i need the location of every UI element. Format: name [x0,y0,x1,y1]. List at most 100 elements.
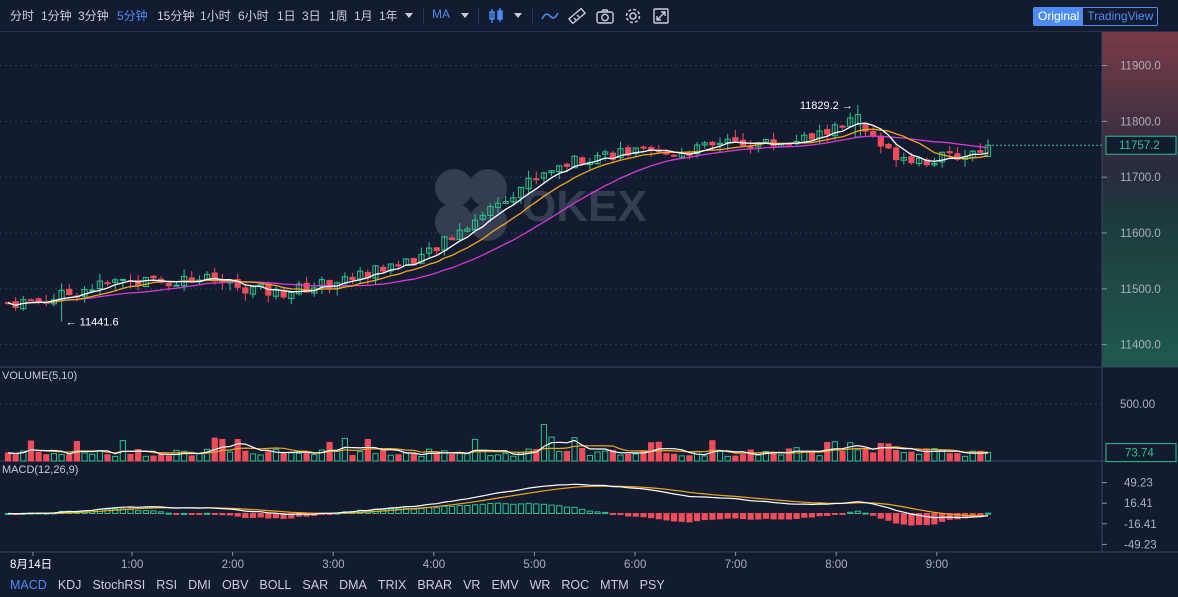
indicator-stochrsi[interactable]: StochRSI [92,578,146,592]
ruler-icon[interactable] [567,6,587,26]
timeframe-1d[interactable]: 1日 [277,9,296,23]
macd-bar [395,508,402,514]
macd-histogram [4,502,992,526]
candle-body [900,157,907,161]
fullscreen-icon[interactable] [651,6,671,26]
candle-body [471,219,479,231]
candle-body [839,125,846,128]
macd-bar [977,513,984,516]
candle-body [946,151,953,154]
indicator-roc[interactable]: ROC [561,578,590,592]
price-tick-label: 11400.0 [1120,340,1161,352]
indicator-mtm[interactable]: MTM [600,578,629,592]
chart-type-caret-icon[interactable] [514,13,522,18]
candle-body [433,247,440,252]
macd-bar [931,513,938,525]
macd-bar [854,510,861,514]
macd-bar [755,513,762,520]
macd-bar [257,513,264,518]
indicator-rsi[interactable]: RSI [156,578,178,592]
timeframe-3m[interactable]: 3分钟 [78,9,109,23]
indicator-macd[interactable]: MACD [10,578,47,592]
line-chart-icon[interactable] [540,6,560,26]
watermark-petal [469,169,507,207]
indicator-obv[interactable]: OBV [222,578,249,592]
indicator-dmi[interactable]: DMI [188,578,212,592]
ma-line-white [7,122,989,306]
last-volume-label: 73.74 [1125,448,1154,460]
volume-bar [487,455,494,462]
macd-bar [571,506,578,515]
volume-bar [839,450,846,462]
high-price-label: 11829.2 → [800,100,853,112]
candlestick-type-icon[interactable] [487,6,507,26]
indicator-vr[interactable]: VR [463,578,481,592]
indicator-menu[interactable]: MA [432,7,450,21]
gear-icon[interactable] [623,6,643,26]
indicator-brar[interactable]: BRAR [417,578,453,592]
mode-tradingview-button[interactable]: TradingView [1087,9,1154,23]
macd-bar [594,511,601,515]
candle-body [387,263,394,272]
macd-bar [885,513,892,521]
timeframe-1y[interactable]: 1年 [379,9,398,23]
indicator-kdj[interactable]: KDJ [57,578,82,592]
macd-bar [188,513,195,515]
timeframe-more-icon[interactable] [405,13,413,18]
indicator-psy[interactable]: PSY [639,578,665,592]
chart-background [0,32,1178,577]
timeframe-1m[interactable]: 1分钟 [41,9,72,23]
macd-bar [441,505,448,514]
candle-body [418,253,425,264]
timeframe-tick[interactable]: 分时 [10,9,35,23]
timeframe-1h[interactable]: 1小时 [200,9,231,23]
kline-chart[interactable]: OKEX11900.011800.011700.011600.011500.01… [0,32,1178,577]
timeframe-1mo[interactable]: 1月 [354,9,373,23]
volume-bar [150,455,157,462]
timeframe-1w[interactable]: 1周 [329,9,348,23]
timeframe-6h[interactable]: 6小时 [238,9,269,23]
timeframe-5m[interactable]: 5分钟 [117,9,148,23]
candle-body [693,144,701,155]
camera-icon[interactable] [595,6,615,26]
mode-original-button[interactable]: Original [1034,8,1084,25]
candle-body [808,133,816,140]
indicator-dma[interactable]: DMA [339,578,367,592]
volume-bar [678,455,685,462]
volume-bar [563,450,571,462]
volume-bar [242,450,249,462]
indicator-boll[interactable]: BOLL [259,578,292,592]
indicator-emv[interactable]: EMV [491,578,519,592]
candle-body [977,150,984,153]
macd-bar [770,513,777,520]
volume-bar [165,455,172,462]
timeframe-15m[interactable]: 15分钟 [157,9,195,23]
macd-bar [877,513,884,519]
volume-bar [35,451,42,462]
candle-body [456,229,463,240]
macd-bar [479,503,486,514]
candle-body [885,143,892,149]
volume-tick-label: 500.00 [1120,399,1155,411]
volume-bar [425,448,433,462]
macd-bar [625,513,632,517]
volume-bar [104,454,111,462]
volume-bar [586,454,593,462]
indicator-wr[interactable]: WR [529,578,551,592]
indicator-menu-caret-icon[interactable] [461,13,469,18]
candle-body [517,186,525,199]
volume-bar [280,452,287,462]
macd-bar [112,508,119,514]
indicator-sar[interactable]: SAR [302,578,329,592]
timeframe-3d[interactable]: 3日 [302,9,321,23]
macd-bar [915,513,923,525]
indicator-trix[interactable]: TRIX [377,578,407,592]
macd-bar [954,513,961,520]
macd-bar [487,502,494,515]
volume-bar [755,454,762,462]
candle-body [632,147,639,155]
candle-body [540,172,548,179]
time-label: 3:00 [322,559,344,571]
macd-bar [847,511,854,514]
candle-body [464,228,471,232]
